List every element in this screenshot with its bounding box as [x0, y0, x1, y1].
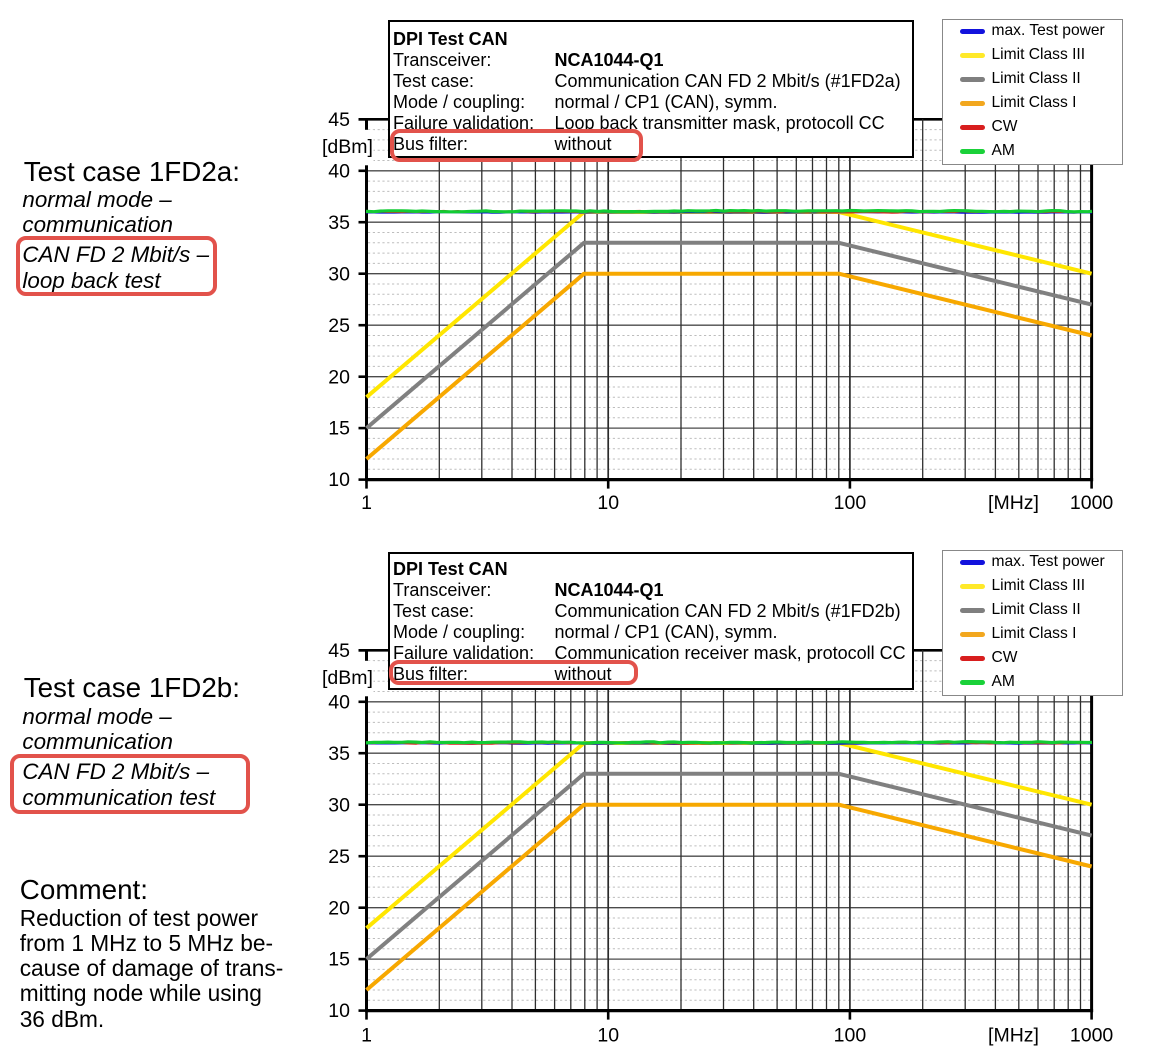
svg-text:35: 35 — [328, 743, 350, 765]
svg-text:1: 1 — [361, 1024, 372, 1046]
svg-text:40: 40 — [328, 691, 350, 713]
svg-text:30: 30 — [328, 794, 350, 816]
svg-text:15: 15 — [328, 949, 350, 971]
svg-text:[MHz]: [MHz] — [988, 492, 1039, 514]
svg-text:10: 10 — [328, 469, 350, 491]
svg-text:45: 45 — [328, 640, 350, 662]
svg-text:10: 10 — [328, 1000, 350, 1022]
svg-text:15: 15 — [328, 418, 350, 440]
svg-text:20: 20 — [328, 366, 350, 388]
svg-text:35: 35 — [328, 212, 350, 234]
svg-text:10: 10 — [597, 1024, 619, 1046]
svg-text:10: 10 — [597, 492, 619, 514]
svg-text:[MHz]: [MHz] — [988, 1024, 1039, 1046]
svg-text:1: 1 — [361, 492, 372, 514]
svg-text:20: 20 — [328, 897, 350, 919]
svg-text:100: 100 — [834, 492, 867, 514]
svg-text:25: 25 — [328, 846, 350, 868]
svg-text:30: 30 — [328, 263, 350, 285]
svg-text:40: 40 — [328, 160, 350, 182]
svg-text:1000: 1000 — [1070, 1024, 1114, 1046]
svg-text:25: 25 — [328, 315, 350, 337]
svg-text:45: 45 — [328, 109, 350, 131]
svg-text:[dBm]: [dBm] — [322, 667, 373, 689]
svg-text:1000: 1000 — [1070, 492, 1114, 514]
svg-text:[dBm]: [dBm] — [322, 136, 373, 158]
svg-text:100: 100 — [834, 1024, 867, 1046]
